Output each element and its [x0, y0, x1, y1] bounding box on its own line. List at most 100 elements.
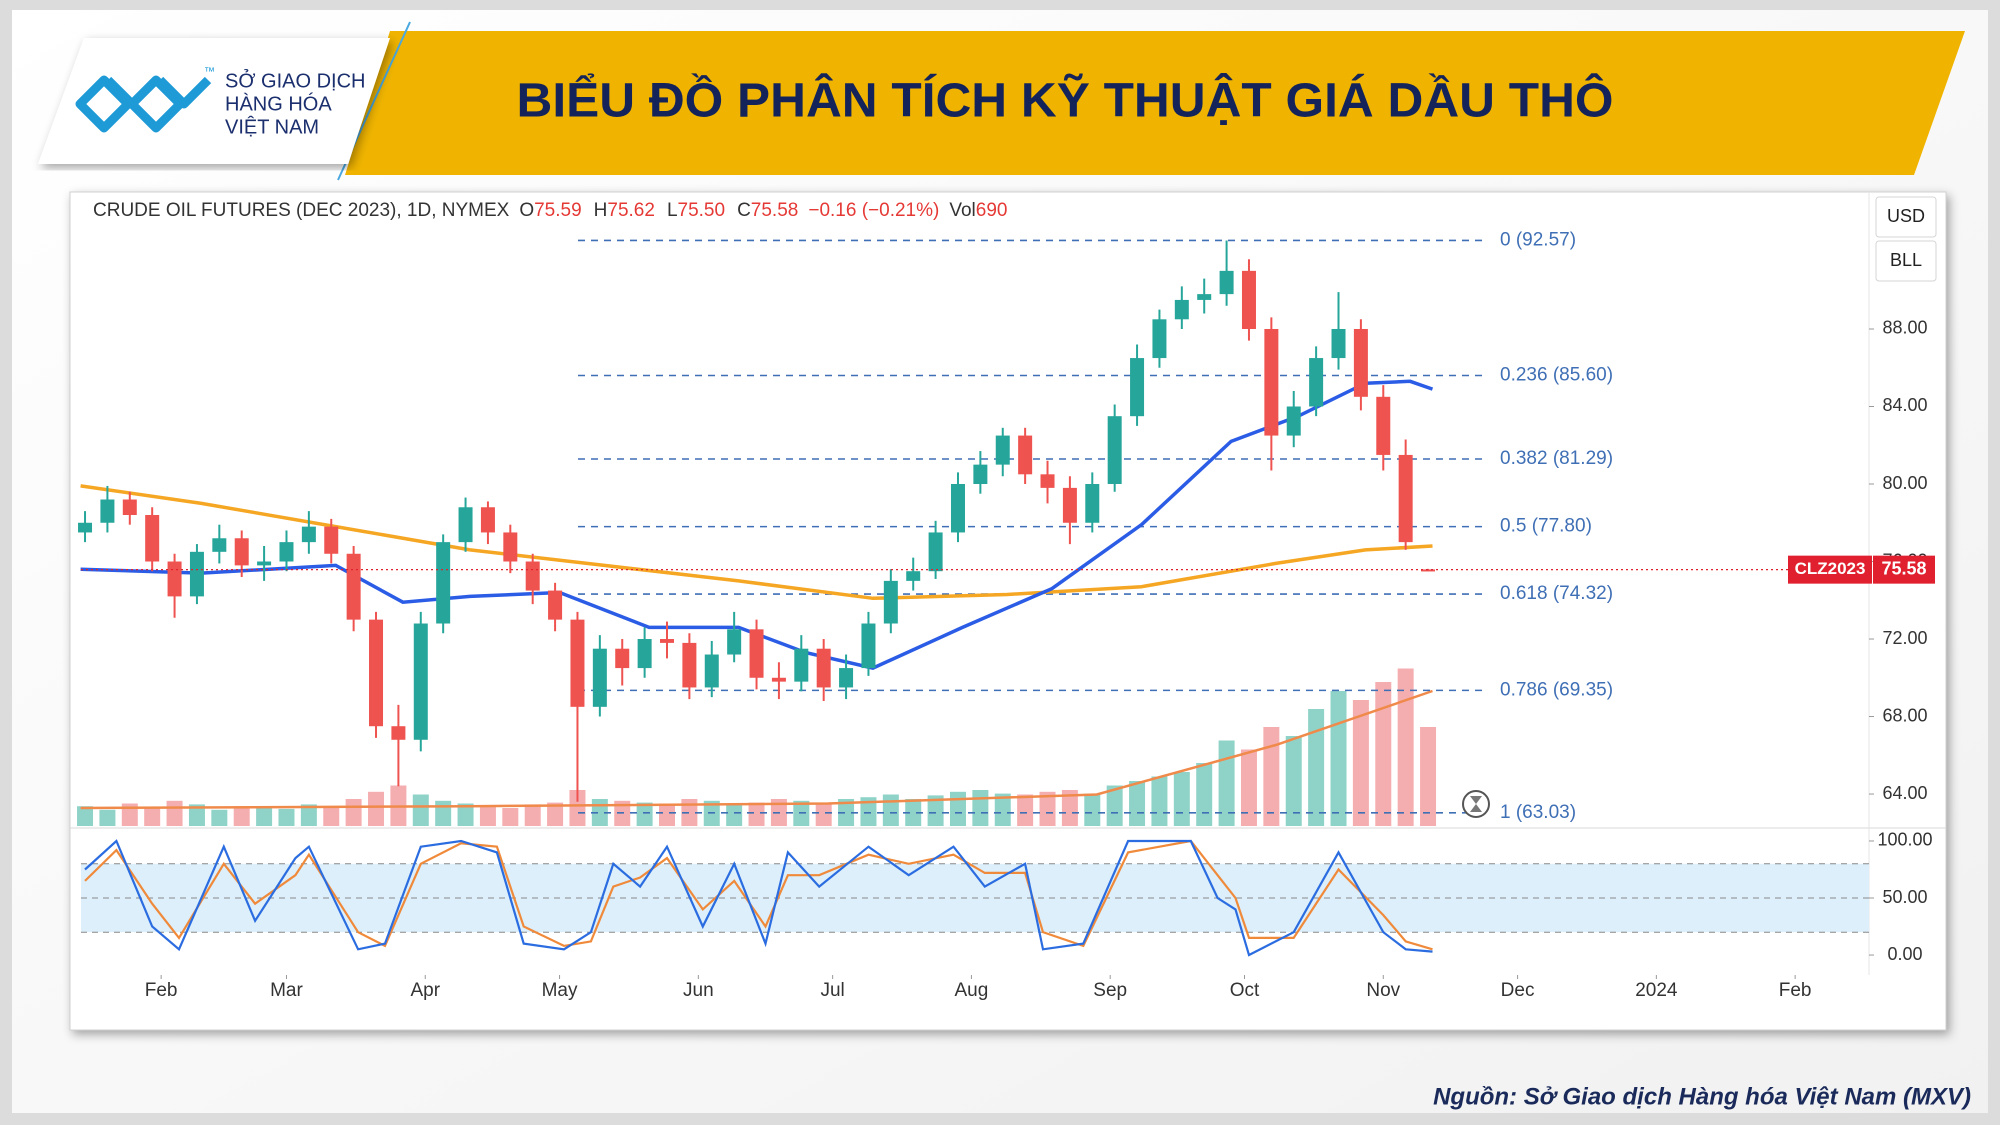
- candle-body: [637, 639, 652, 669]
- candle-body: [413, 623, 428, 740]
- candle-body: [78, 522, 93, 533]
- candle-body: [346, 553, 361, 620]
- chart-symbol: CRUDE OIL FUTURES (DEC 2023), 1D, NYMEX: [93, 200, 510, 221]
- stochastic-k-line: [84, 839, 1433, 957]
- x-tick-label: Dec: [1501, 980, 1535, 1001]
- price-label-box: [1873, 555, 1935, 584]
- x-tick-label: Oct: [1230, 980, 1260, 1001]
- fib-label: 0.786 (69.35): [1500, 679, 1613, 700]
- volume-bar: [927, 795, 944, 826]
- volume-bar: [502, 808, 519, 826]
- volume-bar: [233, 806, 250, 826]
- candle-body: [660, 639, 675, 643]
- alert-icon: [1462, 790, 1490, 818]
- volume-bar: [905, 799, 922, 826]
- y-tick-label: 80.00: [1882, 473, 1927, 493]
- candle-body: [995, 435, 1010, 465]
- x-tick-label: Mar: [270, 980, 303, 1001]
- volume-bar: [166, 800, 183, 826]
- logo-trademark: ™: [204, 66, 215, 78]
- candle-body: [1197, 294, 1212, 300]
- volume-bar: [1420, 727, 1437, 826]
- logo-icon: [75, 75, 212, 133]
- volume-bar: [1017, 794, 1034, 826]
- volume-bar: [815, 803, 832, 826]
- candle-body: [279, 542, 294, 562]
- moving-average-line: [80, 379, 1434, 670]
- volume-bar: [569, 790, 586, 826]
- volume-bar: [256, 808, 273, 826]
- candle-body: [167, 561, 182, 597]
- candle-body: [391, 726, 406, 740]
- y-tick-label: 72.00: [1882, 628, 1927, 648]
- volume-bar: [99, 809, 116, 826]
- fib-label: 0.618 (74.32): [1500, 583, 1613, 604]
- candle-body: [503, 532, 518, 562]
- volume-bar: [994, 793, 1011, 826]
- volume-bar: [726, 804, 743, 826]
- x-tick-label: Feb: [1779, 980, 1812, 1001]
- x-tick-label: Jun: [683, 980, 714, 1001]
- symbol-label: CLZ2023: [1795, 559, 1866, 578]
- candle-body: [771, 677, 786, 682]
- volume-bar: [1173, 772, 1190, 826]
- candle-body: [1286, 406, 1301, 436]
- x-tick-label: Feb: [145, 980, 178, 1001]
- candle-body: [861, 623, 876, 669]
- candle-body: [1398, 454, 1413, 543]
- volume-bar: [1330, 691, 1347, 826]
- candle-body: [1152, 319, 1167, 359]
- candle-body: [1062, 487, 1077, 523]
- volume-bar: [1218, 740, 1235, 826]
- y-tick-label: 68.00: [1882, 705, 1927, 725]
- candle-body: [1309, 358, 1324, 407]
- y-tick-label: 64.00: [1882, 783, 1927, 803]
- fib-label: 1 (63.03): [1500, 802, 1576, 823]
- x-tick-label: Jul: [820, 980, 844, 1001]
- source-note: Nguồn: Sở Giao dịch Hàng hóa Việt Nam (M…: [1433, 1083, 1971, 1110]
- volume-bar: [1263, 727, 1280, 826]
- candle-body: [615, 648, 630, 669]
- currency-button[interactable]: [1875, 240, 1937, 282]
- candle-body: [301, 526, 316, 543]
- volume-bar: [1308, 709, 1325, 826]
- stat-prefix: C: [737, 200, 751, 221]
- logo-text: VIỆT NAM: [225, 115, 319, 138]
- candle-body: [525, 561, 540, 591]
- candle-body: [145, 515, 160, 562]
- stat-change: −0.16 (−0.21%): [808, 200, 939, 221]
- candle-body: [369, 619, 384, 727]
- symbol-label-box: [1788, 555, 1872, 584]
- candle-body: [189, 551, 204, 597]
- volume-bar: [860, 797, 877, 826]
- volume-bar: [479, 806, 496, 826]
- volume-bar: [368, 791, 385, 826]
- fib-label: 0.382 (81.29): [1500, 448, 1613, 469]
- x-tick-label: Sep: [1093, 980, 1127, 1001]
- stat-prefix: O: [519, 200, 534, 221]
- volume-ma-line: [80, 689, 1433, 810]
- stat-prefix: Vol: [949, 200, 975, 221]
- candle-body: [906, 571, 921, 581]
- currency-button[interactable]: [1875, 196, 1937, 238]
- candle-body: [1219, 270, 1234, 295]
- volume-bar: [323, 806, 340, 826]
- candle-body: [1241, 270, 1256, 329]
- stat-prefix: H: [594, 200, 608, 221]
- candle-body: [1331, 328, 1346, 359]
- volume-bar: [1106, 785, 1123, 826]
- volume-bar: [1196, 763, 1213, 826]
- candle-body: [1040, 474, 1055, 488]
- logo-text: HÀNG HÓA: [225, 92, 332, 115]
- candle-body: [928, 532, 943, 572]
- volume-bar: [636, 802, 653, 826]
- currency-button-label[interactable]: BLL: [1890, 250, 1922, 270]
- currency-button-label[interactable]: USD: [1887, 206, 1925, 226]
- alert-icon: [1470, 796, 1482, 812]
- volume-bar: [748, 802, 765, 826]
- candle-body: [1421, 569, 1436, 572]
- moving-average-line: [80, 484, 1433, 601]
- candle-body: [458, 507, 473, 543]
- x-tick-label: Apr: [410, 980, 440, 1001]
